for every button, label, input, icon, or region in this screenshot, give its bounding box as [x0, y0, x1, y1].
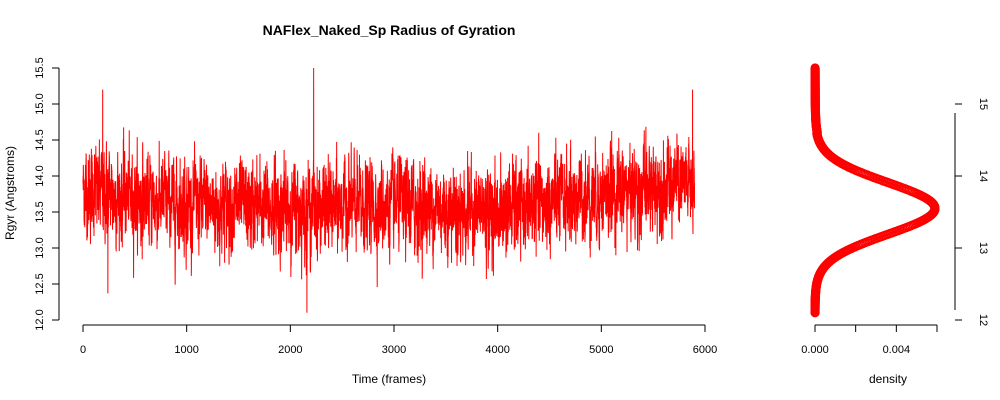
density-x-ticks: 0.000 0.004	[801, 325, 938, 356]
density-y-ticks: 12 13 14 15	[955, 98, 989, 326]
x-ticks: 0 1000 2000 3000 4000 5000 6000	[80, 325, 717, 356]
density-y-tick-label: 14	[977, 170, 989, 182]
x-tick-label: 4000	[485, 344, 509, 356]
y-ticks: 12.0 12.5 13.0 13.5 14.0 14.5 15.0 15.5	[34, 57, 59, 331]
x-axis-label: Time (frames)	[352, 372, 426, 386]
y-tick-label: 13.5	[34, 201, 46, 222]
density-x-tick-label: 0.004	[883, 344, 911, 356]
density-x-tick-label: 0.000	[801, 344, 829, 356]
density-y-tick-label: 12	[977, 314, 989, 326]
x-tick-label: 3000	[382, 344, 406, 356]
y-tick-label: 12.5	[34, 273, 46, 294]
y-tick-label: 15.5	[34, 57, 46, 78]
x-tick-label: 6000	[693, 344, 717, 356]
series-line-rgyr	[82, 67, 696, 313]
x-tick-label: 5000	[589, 344, 613, 356]
y-tick-label: 14.5	[34, 129, 46, 150]
y-tick-label: 14.0	[34, 165, 46, 186]
y-tick-label: 15.0	[34, 93, 46, 114]
chart-title: NAFlex_Naked_Sp Radius of Gyration	[263, 22, 516, 38]
y-tick-label: 12.0	[34, 309, 46, 330]
density-y-tick-label: 15	[977, 98, 989, 110]
x-tick-label: 2000	[278, 344, 302, 356]
y-axis-label: Rgyr (Angstroms)	[3, 146, 17, 240]
x-tick-label: 0	[80, 344, 86, 356]
density-y-tick-label: 13	[977, 242, 989, 254]
density-panel: 0.000 0.004 12 13 14 15 density	[801, 63, 989, 386]
density-point	[810, 63, 820, 73]
density-points	[810, 63, 940, 318]
x-tick-label: 1000	[174, 344, 198, 356]
y-tick-label: 13.0	[34, 237, 46, 258]
rgyr-time-series-panel: 0 1000 2000 3000 4000 5000 6000 12.0 12.5 13.0 13…	[3, 57, 717, 386]
density-x-axis-label: density	[869, 372, 907, 386]
